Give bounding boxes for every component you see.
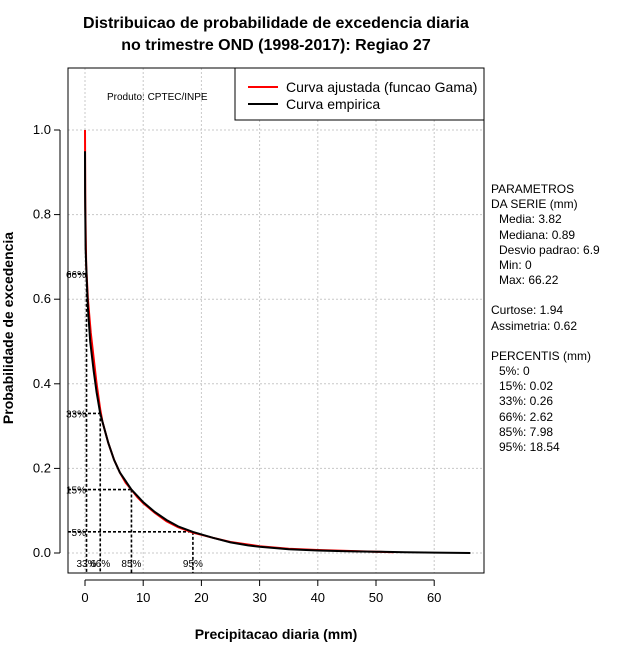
y-tick-label-5: 1.0 xyxy=(33,122,51,137)
percentil-85: 85%: 7.98 xyxy=(499,424,554,439)
x-tick-label-2: 20 xyxy=(194,590,208,605)
legend-label-fitted: Curva ajustada (funcao Gama) xyxy=(286,79,477,95)
stat-min: Min: 0 xyxy=(499,258,532,273)
stat-media: Media: 3.82 xyxy=(499,212,562,227)
x-tick-label-5: 50 xyxy=(369,590,383,605)
percentile-bottom-label-3: 33% xyxy=(77,559,97,570)
stat-assimetria: Assimetria: 0.62 xyxy=(491,318,578,333)
x-tick-label-1: 10 xyxy=(136,590,150,605)
percentil-33: 33%: 0.26 xyxy=(499,394,554,409)
stat-mediana: Mediana: 0.89 xyxy=(499,227,576,242)
plot-frame xyxy=(67,67,485,574)
grid xyxy=(68,68,484,573)
stats-panel: PARAMETROS DA SERIE (mm) Media: 3.82 Med… xyxy=(491,182,636,455)
y-axis: 0.0 0.2 0.4 0.6 0.8 1.0 xyxy=(33,122,61,560)
legend-box xyxy=(234,67,485,121)
percentile-label-1: 15% xyxy=(66,486,86,497)
percentile-label-3: 66% xyxy=(66,270,86,281)
y-tick-label-2: 0.4 xyxy=(33,376,51,391)
percentile-guides: 5%95%15%85%33%66%66%33% xyxy=(66,270,203,573)
y-axis-title: Probabilidade de excedencia xyxy=(0,232,16,424)
stats-header: PARAMETROS xyxy=(491,182,575,196)
percentil-5: 5%: 0 xyxy=(499,364,530,379)
stat-curtose: Curtose: 1.94 xyxy=(491,303,564,318)
percentil-15: 15%: 0.02 xyxy=(499,379,554,394)
product-label: Produto: CPTEC/INPE xyxy=(107,92,208,103)
legend-label-empirical: Curva empirica xyxy=(286,96,380,112)
y-tick-label-0: 0.0 xyxy=(33,545,51,560)
stat-max: Max: 66.22 xyxy=(499,273,559,288)
percentile-bottom-label-2: 66% xyxy=(90,559,110,570)
percentil-95: 95%: 18.54 xyxy=(499,440,560,455)
y-tick-label-1: 0.2 xyxy=(33,460,51,475)
percentis-header: PERCENTIS (mm) xyxy=(491,348,591,363)
y-tick-label-4: 0.8 xyxy=(33,207,51,222)
legend: Curva ajustada (funcao Gama) Curva empir… xyxy=(234,67,485,121)
x-tick-label-0: 0 xyxy=(81,590,88,605)
percentil-66: 66%: 2.62 xyxy=(499,409,554,424)
chart-title-line-2: no trimestre OND (1998-2017): Regiao 27 xyxy=(121,37,431,54)
x-axis-title: Precipitacao diaria (mm) xyxy=(195,626,358,642)
series-layer xyxy=(84,129,471,554)
x-tick-label-6: 60 xyxy=(427,590,441,605)
y-tick-label-3: 0.6 xyxy=(33,291,51,306)
percentile-bottom-label-1: 85% xyxy=(121,559,141,570)
percentile-label-2: 33% xyxy=(66,409,86,420)
chart-title-line-1: Distribuicao de probabilidade de exceden… xyxy=(83,15,469,32)
stats-subheader: DA SERIE (mm) xyxy=(491,197,578,212)
x-tick-label-3: 30 xyxy=(252,590,266,605)
percentile-bottom-label-0: 95% xyxy=(183,559,203,570)
stat-desvio: Desvio padrao: 6.9 xyxy=(499,242,600,257)
x-axis: 0 10 20 30 40 50 60 xyxy=(81,579,441,605)
x-tick-label-4: 40 xyxy=(311,590,325,605)
percentile-label-0: 5% xyxy=(72,528,87,539)
series-empirical-line xyxy=(84,151,471,554)
